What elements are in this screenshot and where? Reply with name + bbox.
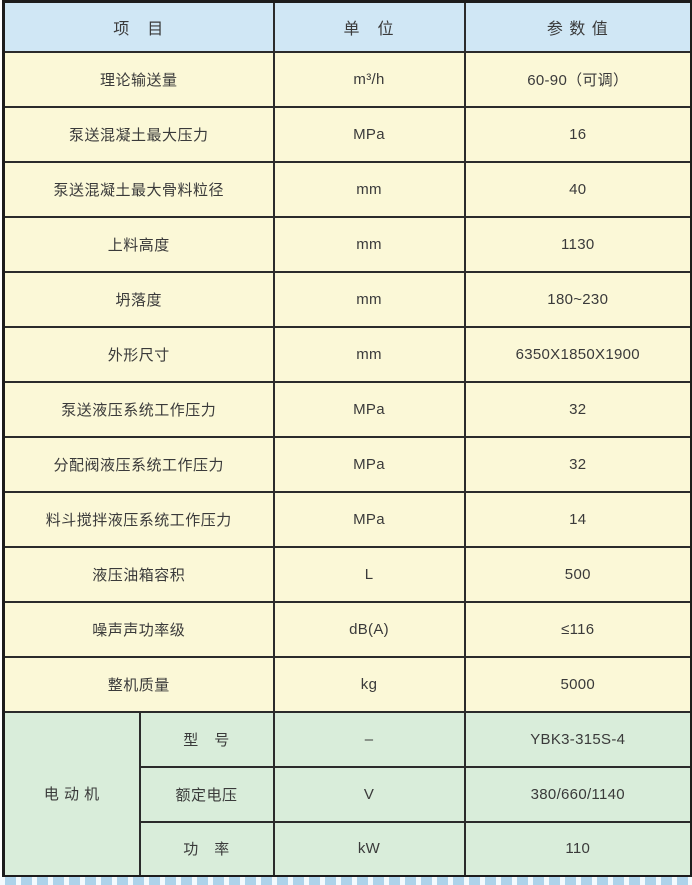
motor-row-item-label: 型 号 <box>138 710 275 768</box>
scan-edge-artifact <box>0 877 692 885</box>
row-unit: L <box>272 545 466 603</box>
row-unit: mm <box>272 325 466 383</box>
row-value: 500 <box>463 545 692 603</box>
row-unit: MPa <box>272 105 466 163</box>
row-value: 14 <box>463 490 692 548</box>
row-unit: MPa <box>272 435 466 493</box>
row-item-label: 理论输送量 <box>2 50 275 108</box>
row-unit: MPa <box>272 380 466 438</box>
col-header-item: 项 目 <box>2 0 275 53</box>
row-unit: mm <box>272 160 466 218</box>
row-item-label: 噪声声功率级 <box>2 600 275 658</box>
row-item-label: 泵送混凝土最大骨料粒径 <box>2 160 275 218</box>
table-row: 液压油箱容积 L 500 <box>2 545 692 603</box>
motor-row-value: 110 <box>463 820 692 878</box>
table-row: 泵送混凝土最大骨料粒径 mm 40 <box>2 160 692 218</box>
motor-group-label: 电 动 机 <box>2 710 141 878</box>
row-unit: mm <box>272 215 466 273</box>
row-value: 16 <box>463 105 692 163</box>
row-unit: dB(A) <box>272 600 466 658</box>
motor-row-unit: – <box>272 710 466 768</box>
row-item-label: 坍落度 <box>2 270 275 328</box>
row-unit: mm <box>272 270 466 328</box>
row-value: 60-90（可调） <box>463 50 692 108</box>
row-item-label: 液压油箱容积 <box>2 545 275 603</box>
row-unit: kg <box>272 655 466 713</box>
motor-table-row: 额定电压 V 380/660/1140 <box>4 765 692 823</box>
table-row: 上料高度 mm 1130 <box>2 215 692 273</box>
table-row: 外形尺寸 mm 6350X1850X1900 <box>2 325 692 383</box>
row-item-label: 料斗搅拌液压系统工作压力 <box>2 490 275 548</box>
row-value: 32 <box>463 435 692 493</box>
motor-table-row: 电 动 机 型 号 – YBK3-315S-4 <box>2 710 692 878</box>
row-item-label: 泵送液压系统工作压力 <box>2 380 275 438</box>
table-row: 理论输送量 m³/h 60-90（可调） <box>2 50 692 108</box>
table-row: 料斗搅拌液压系统工作压力 MPa 14 <box>2 490 692 548</box>
col-header-unit: 单 位 <box>272 0 466 53</box>
row-item-label: 外形尺寸 <box>2 325 275 383</box>
row-value: 6350X1850X1900 <box>463 325 692 383</box>
motor-row-unit: V <box>272 765 466 823</box>
row-value: 32 <box>463 380 692 438</box>
row-item-label: 泵送混凝土最大压力 <box>2 105 275 163</box>
row-value: 40 <box>463 160 692 218</box>
table-row: 噪声声功率级 dB(A) ≤116 <box>2 600 692 658</box>
table-row: 泵送混凝土最大压力 MPa 16 <box>2 105 692 163</box>
table-header-row: 项 目 单 位 参 数 值 <box>2 0 692 53</box>
motor-row-value: YBK3-315S-4 <box>463 710 692 768</box>
table-row: 泵送液压系统工作压力 MPa 32 <box>2 380 692 438</box>
row-unit: MPa <box>272 490 466 548</box>
row-value: 180~230 <box>463 270 692 328</box>
row-item-label: 上料高度 <box>2 215 275 273</box>
row-item-label: 整机质量 <box>2 655 275 713</box>
row-value: 1130 <box>463 215 692 273</box>
motor-row-item-label: 功 率 <box>138 820 275 878</box>
table-row: 坍落度 mm 180~230 <box>2 270 692 328</box>
row-value: ≤116 <box>463 600 692 658</box>
row-value: 5000 <box>463 655 692 713</box>
row-item-label: 分配阀液压系统工作压力 <box>2 435 275 493</box>
motor-row-item-label: 额定电压 <box>138 765 275 823</box>
col-header-value: 参 数 值 <box>463 0 692 53</box>
motor-row-value: 380/660/1140 <box>463 765 692 823</box>
motor-row-unit: kW <box>272 820 466 878</box>
row-unit: m³/h <box>272 50 466 108</box>
table-row: 整机质量 kg 5000 <box>2 655 692 713</box>
table-row: 分配阀液压系统工作压力 MPa 32 <box>2 435 692 493</box>
motor-table-row: 功 率 kW 110 <box>4 820 692 878</box>
